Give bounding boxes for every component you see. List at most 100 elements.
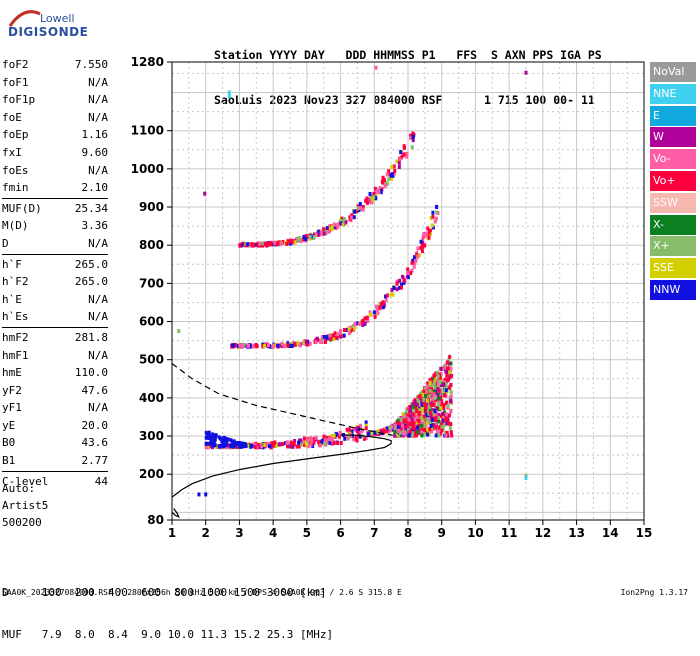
echo-point xyxy=(397,160,401,165)
echo-point xyxy=(396,420,400,425)
echo-point xyxy=(371,197,375,202)
echo-point xyxy=(422,409,426,414)
echo-point xyxy=(414,431,418,436)
echo-point xyxy=(344,219,348,224)
auto-program: Artist5 xyxy=(2,499,49,512)
echo-point xyxy=(406,271,410,276)
echo-point xyxy=(335,222,339,227)
param-name: foEs xyxy=(2,163,29,177)
echo-point xyxy=(342,333,346,338)
muf-table: D 100 200 400 600 800 1000 1500 3000 [km… xyxy=(2,558,333,656)
echo-point xyxy=(302,237,306,242)
echo-point xyxy=(421,392,425,397)
param-row: yF1 N/A xyxy=(2,399,108,417)
echo-point xyxy=(405,414,409,419)
echo-point xyxy=(413,260,417,265)
echo-point xyxy=(409,133,413,138)
echo-point xyxy=(325,226,329,231)
echo-point xyxy=(331,333,335,338)
x-tick-label: 2 xyxy=(202,526,210,540)
x-tick-label: 9 xyxy=(438,526,446,540)
echo-point xyxy=(289,440,293,445)
echo-point xyxy=(406,267,410,272)
echo-point xyxy=(432,425,436,430)
distance-row: D 100 200 400 600 800 1000 1500 3000 [km… xyxy=(2,586,327,599)
echo-point xyxy=(422,402,426,407)
echo-point xyxy=(411,404,415,409)
echo-point xyxy=(250,444,254,449)
echo-point xyxy=(347,326,351,331)
echo-point xyxy=(229,438,233,443)
echo-point xyxy=(361,322,365,327)
echo-point xyxy=(290,344,294,349)
echo-point xyxy=(437,396,441,401)
echo-point xyxy=(204,445,208,450)
param-value: 47.6 xyxy=(81,383,109,397)
echo-point xyxy=(423,406,427,411)
echo-point xyxy=(406,424,410,429)
echo-point xyxy=(297,440,301,445)
param-name: foF2 xyxy=(2,58,29,71)
echo-point xyxy=(225,440,229,445)
echo-point xyxy=(373,186,377,191)
echo-point xyxy=(433,409,437,414)
echo-point xyxy=(395,432,399,437)
echo-point xyxy=(420,402,424,407)
echo-point xyxy=(436,374,440,379)
param-name: h`F xyxy=(2,257,22,271)
echo-point xyxy=(246,443,250,448)
y-tick-label: 1000 xyxy=(131,162,164,176)
echo-point xyxy=(361,204,365,209)
echo-point xyxy=(358,201,362,206)
echo-point xyxy=(369,200,373,205)
x-tick-label: 5 xyxy=(303,526,311,540)
echo-point xyxy=(524,476,528,481)
echo-point xyxy=(391,292,395,297)
echo-point xyxy=(427,395,431,400)
echo-point xyxy=(435,370,439,375)
echo-point xyxy=(348,331,352,336)
echo-point xyxy=(213,433,217,438)
echo-point xyxy=(238,343,242,348)
echo-point xyxy=(424,429,428,434)
echo-point xyxy=(334,335,338,340)
echo-point xyxy=(445,430,449,435)
param-value: 2.77 xyxy=(81,454,109,468)
echo-point xyxy=(302,442,306,447)
echo-point xyxy=(312,235,316,240)
echo-point xyxy=(430,389,434,394)
echo-point xyxy=(437,391,441,396)
echo-point xyxy=(418,408,422,413)
param-value: N/A xyxy=(88,292,108,306)
echo-point xyxy=(447,366,451,371)
echo-point xyxy=(322,231,326,236)
echo-point xyxy=(353,322,357,327)
echo-point xyxy=(302,436,306,441)
echo-point xyxy=(399,150,403,155)
echo-point xyxy=(378,186,382,191)
echo-point xyxy=(428,392,432,397)
legend-item: NNE xyxy=(650,83,696,104)
echo-point xyxy=(288,241,292,246)
echo-point xyxy=(393,423,397,428)
echo-point xyxy=(227,94,231,99)
echo-point xyxy=(448,375,452,380)
echo-point xyxy=(449,398,453,403)
param-divider xyxy=(2,326,108,328)
echo-point xyxy=(339,431,343,436)
echo-point xyxy=(408,409,412,414)
echo-point xyxy=(330,437,334,442)
echo-point xyxy=(399,420,403,425)
echo-point xyxy=(447,362,451,367)
echo-point xyxy=(434,216,438,221)
echo-point xyxy=(290,341,294,346)
echo-point xyxy=(390,164,394,169)
echo-point xyxy=(280,341,284,346)
echo-point xyxy=(370,430,374,435)
echo-point xyxy=(440,428,444,433)
param-value: N/A xyxy=(88,75,108,89)
echo-point xyxy=(225,437,229,442)
echo-point xyxy=(352,437,356,442)
echo-point xyxy=(434,433,438,438)
echo-point xyxy=(412,424,416,429)
